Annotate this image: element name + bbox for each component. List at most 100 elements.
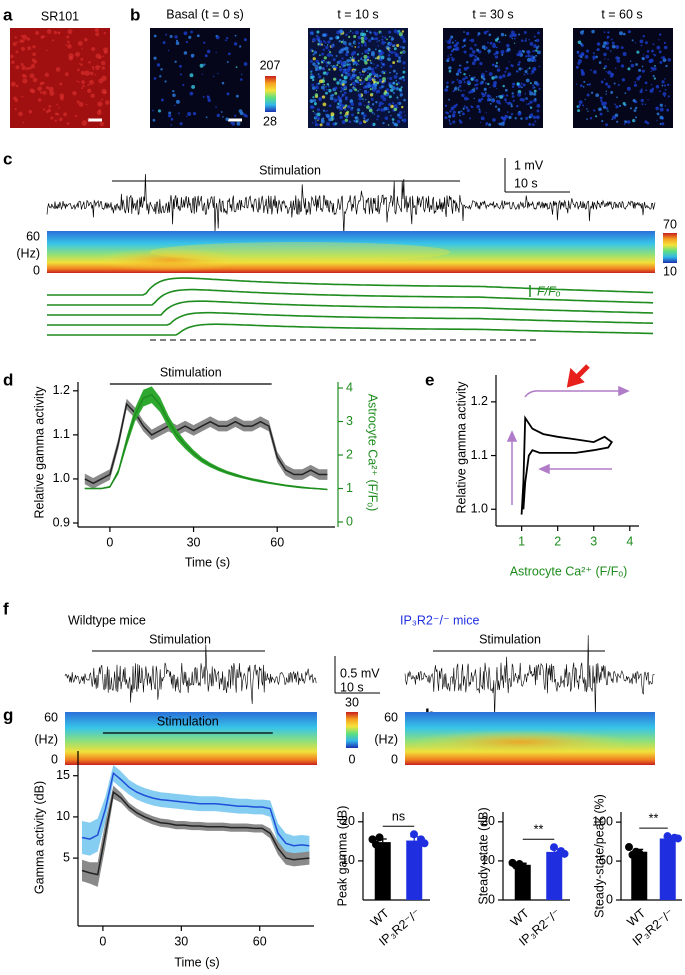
calcium-signal bbox=[362, 114, 367, 118]
calcium-signal bbox=[381, 38, 384, 41]
calcium-signal bbox=[519, 98, 523, 101]
cell-texture bbox=[55, 67, 61, 72]
calcium-signal bbox=[167, 113, 172, 118]
calcium-signal bbox=[196, 34, 200, 38]
calcium-signal bbox=[603, 31, 606, 33]
calcium-signal bbox=[376, 40, 379, 43]
calcium-signal bbox=[457, 87, 460, 89]
cell-texture bbox=[103, 31, 106, 35]
calcium-signal bbox=[215, 106, 217, 108]
calcium-signal bbox=[651, 87, 655, 91]
calcium-signal bbox=[495, 46, 498, 49]
calcium-signal bbox=[365, 86, 367, 88]
calcium-signal bbox=[528, 90, 532, 93]
y-axis-label: Peak gamma (dB) bbox=[335, 806, 349, 907]
calcium-signal bbox=[484, 48, 486, 51]
calcium-signal bbox=[366, 59, 369, 62]
calcium-signal bbox=[595, 115, 598, 118]
calcium-signal bbox=[314, 85, 319, 90]
x-axis-label: Astrocyte Ca²⁺ (F/Fₒ) bbox=[510, 564, 628, 578]
calcium-signal bbox=[509, 34, 513, 38]
calcium-signal bbox=[359, 73, 362, 76]
calcium-signal bbox=[368, 82, 371, 85]
data-point bbox=[635, 849, 644, 858]
calcium-signal bbox=[376, 89, 381, 94]
calcium-signal bbox=[318, 123, 320, 126]
calcium-signal bbox=[360, 32, 364, 37]
calcium-signal bbox=[505, 101, 508, 104]
calcium-signal bbox=[378, 104, 381, 108]
calcium-signal bbox=[533, 89, 537, 93]
calcium-signal bbox=[590, 69, 592, 71]
arrow-head bbox=[619, 387, 628, 395]
calcium-signal bbox=[348, 35, 351, 38]
calcium-signal bbox=[353, 34, 357, 39]
calcium-signal bbox=[243, 62, 248, 66]
calcium-signal bbox=[367, 91, 370, 93]
calcium-signal bbox=[190, 53, 195, 58]
cell-texture bbox=[89, 79, 94, 85]
calcium-signal bbox=[388, 95, 392, 99]
calcium-signal bbox=[192, 111, 197, 116]
calcium-signal bbox=[338, 50, 342, 54]
calcium-signal bbox=[380, 55, 385, 60]
calcium-signal bbox=[387, 53, 391, 57]
calcium-signal bbox=[316, 34, 318, 37]
y-tick-label: 1.0 bbox=[53, 471, 70, 485]
group-title: Wildtype mice bbox=[68, 613, 146, 627]
calcium-signal bbox=[584, 98, 586, 101]
annotation: Stimulation bbox=[149, 632, 211, 646]
calcium-signal bbox=[482, 77, 486, 81]
calcium-signal bbox=[471, 61, 476, 66]
calcium-signal bbox=[464, 76, 468, 80]
cell-texture bbox=[66, 122, 70, 125]
calcium-signal bbox=[463, 89, 465, 92]
calcium-signal bbox=[321, 95, 326, 99]
calcium-signal bbox=[492, 83, 497, 88]
calcium-signal bbox=[349, 78, 352, 81]
calcium-signal bbox=[529, 100, 533, 104]
calcium-signal bbox=[621, 78, 626, 82]
calcium-signal bbox=[234, 114, 237, 117]
calcium-signal bbox=[315, 122, 318, 126]
calcium-signal bbox=[315, 89, 318, 92]
scale-label: 10 s bbox=[340, 680, 364, 694]
calcium-signal bbox=[655, 85, 660, 89]
annotation: Stimulation bbox=[160, 365, 222, 379]
calcium-signal bbox=[467, 98, 470, 100]
calcium-signal bbox=[663, 45, 668, 50]
calcium-signal bbox=[356, 108, 361, 112]
calcium-signal bbox=[174, 60, 177, 63]
calcium-signal bbox=[477, 34, 480, 37]
cell-texture bbox=[26, 37, 31, 41]
calcium-signal bbox=[343, 85, 348, 90]
calcium-signal bbox=[481, 45, 486, 50]
calcium-signal bbox=[639, 89, 643, 94]
eeg-trace bbox=[404, 635, 655, 720]
calcium-signal bbox=[313, 112, 316, 114]
calcium-signal bbox=[352, 32, 354, 34]
calcium-signal bbox=[364, 43, 367, 47]
y-tick-label: 1.2 bbox=[471, 394, 488, 408]
calcium-signal bbox=[533, 35, 536, 38]
significance-label: ** bbox=[534, 822, 544, 836]
spectrogram bbox=[65, 712, 317, 765]
cell-texture bbox=[59, 117, 63, 122]
calcium-signal bbox=[357, 90, 359, 92]
calcium-signal bbox=[404, 114, 406, 117]
calcium-signal bbox=[536, 104, 541, 108]
cell-texture bbox=[10, 54, 14, 59]
cell-texture bbox=[81, 120, 88, 126]
calcium-signal bbox=[387, 57, 392, 62]
calcium-signal bbox=[592, 58, 595, 61]
error-band bbox=[82, 785, 310, 887]
calcium-signal bbox=[341, 51, 344, 54]
calcium-signal bbox=[445, 85, 449, 89]
calcium-signal bbox=[479, 121, 481, 124]
cell-texture bbox=[27, 46, 32, 51]
calcium-signal bbox=[360, 44, 363, 47]
calcium-signal bbox=[395, 83, 399, 86]
calcium-signal bbox=[529, 105, 531, 108]
calcium-signal bbox=[463, 66, 468, 71]
calcium-signal bbox=[596, 49, 598, 51]
